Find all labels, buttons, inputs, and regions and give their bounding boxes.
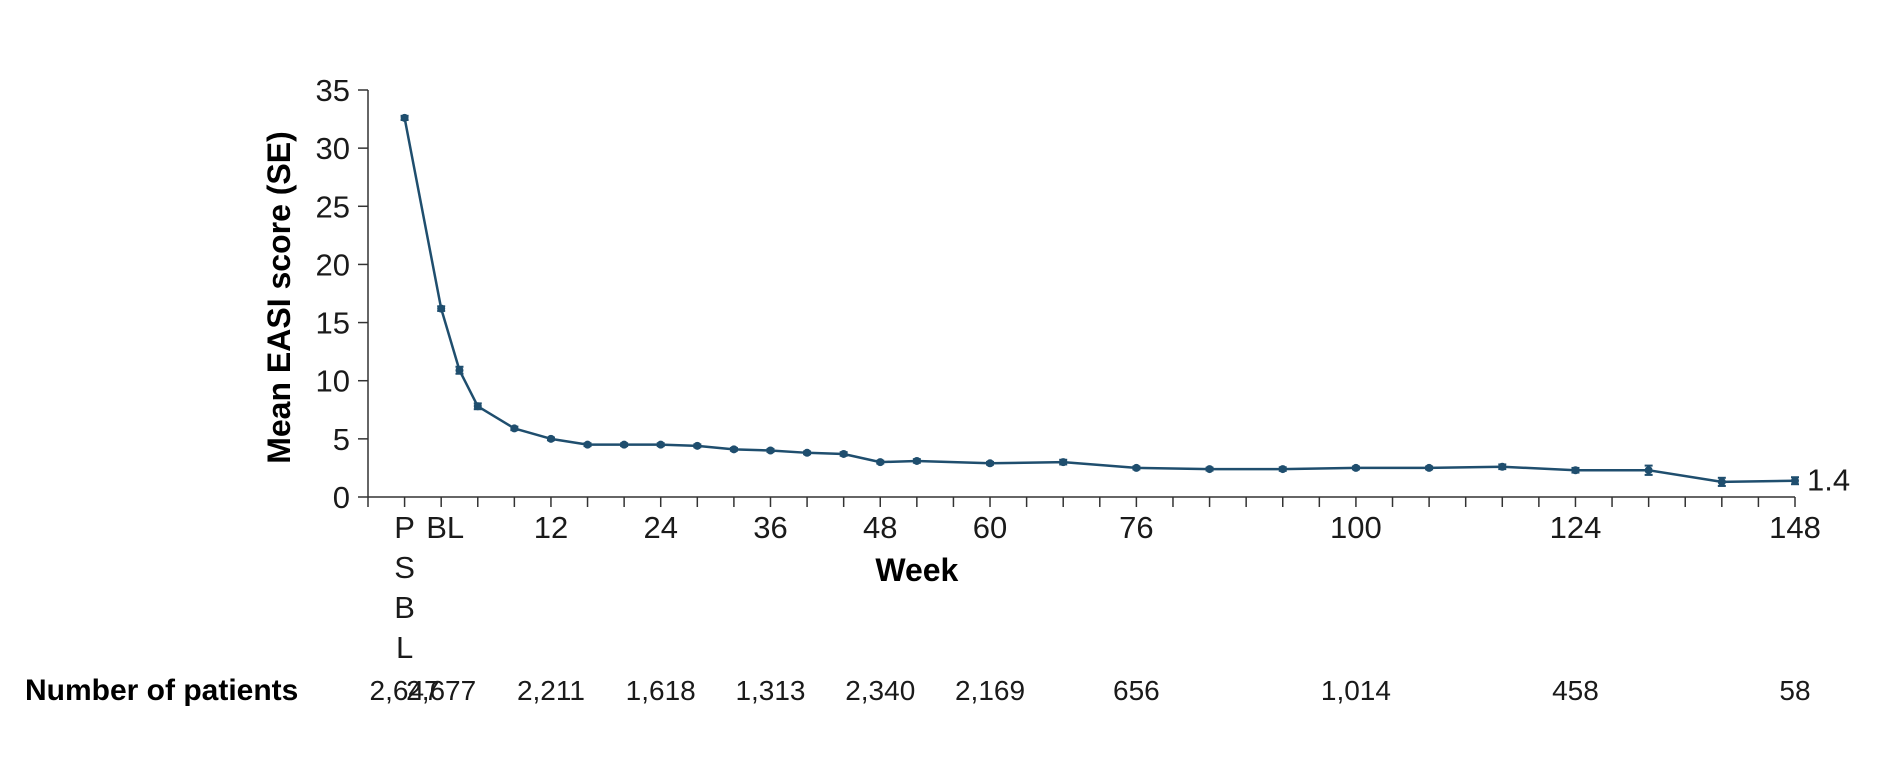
data-point <box>1791 476 1799 485</box>
data-point <box>400 113 409 122</box>
data-point <box>839 449 848 458</box>
x-tick-label: 124 <box>1550 510 1602 545</box>
y-axis-ticks: 0 5 10 15 20 25 30 35 <box>316 73 368 515</box>
data-point <box>656 440 665 449</box>
x-tick-label: BL <box>426 510 464 545</box>
data-point <box>1351 463 1360 472</box>
data-point <box>1205 465 1214 474</box>
end-value-label: 1.4 <box>1807 463 1850 498</box>
data-point <box>803 448 812 457</box>
data-point <box>510 424 519 433</box>
data-point <box>546 434 555 443</box>
data-point <box>1278 465 1287 474</box>
patients-value: 2,340 <box>845 675 915 706</box>
x-tick-label: 100 <box>1330 510 1382 545</box>
patients-value: 2,169 <box>955 675 1025 706</box>
data-point <box>455 366 464 375</box>
y-tick-label: 0 <box>333 480 350 515</box>
data-point <box>986 459 995 468</box>
data-point <box>1644 466 1653 475</box>
x-tick-label: 148 <box>1769 510 1821 545</box>
data-point <box>1498 462 1507 471</box>
data-point <box>583 440 592 449</box>
x-tick-label: 12 <box>534 510 568 545</box>
data-point <box>1571 466 1580 475</box>
y-tick-label: 35 <box>316 73 350 108</box>
x-axis-title: Week <box>875 552 958 588</box>
data-point <box>912 456 921 465</box>
patients-value: 656 <box>1113 675 1160 706</box>
patients-value: 58 <box>1779 675 1810 706</box>
patients-row-label: Number of patients <box>25 674 298 707</box>
patients-value: 2,647 <box>370 675 440 706</box>
y-tick-label: 30 <box>316 131 350 166</box>
patients-value: 1,618 <box>626 675 696 706</box>
data-point <box>437 304 446 313</box>
x-tick-label: 76 <box>1119 510 1153 545</box>
patients-value: 2,677 <box>406 675 476 706</box>
data-point <box>473 402 482 411</box>
data-point <box>693 441 702 450</box>
x-axis-ticks: P S B L BL 12 24 36 48 60 76 100 124 148 <box>367 497 1821 665</box>
series-group <box>400 113 1799 487</box>
data-point <box>1425 463 1434 472</box>
y-tick-label: 15 <box>316 306 350 341</box>
data-point <box>620 440 629 449</box>
series-line <box>403 117 1796 484</box>
data-point <box>729 445 738 454</box>
data-point <box>1132 463 1141 472</box>
x-tick-label: 60 <box>973 510 1007 545</box>
data-point <box>876 458 885 467</box>
data-point <box>766 446 775 455</box>
x-tick-label: 36 <box>753 510 787 545</box>
y-axis-title: Mean EASI score (SE) <box>261 131 297 464</box>
y-tick-label: 25 <box>316 189 350 224</box>
x-tick-label: 48 <box>863 510 897 545</box>
x-tick-label: 24 <box>643 510 677 545</box>
y-tick-label: 5 <box>333 422 350 457</box>
patients-value: 458 <box>1552 675 1599 706</box>
patients-value: 1,313 <box>735 675 805 706</box>
data-point <box>1059 458 1068 467</box>
patients-value: 2,211 <box>517 675 585 706</box>
y-tick-label: 10 <box>316 364 350 399</box>
data-point <box>1717 477 1726 486</box>
patients-value: 1,014 <box>1321 675 1391 706</box>
y-tick-label: 20 <box>316 247 350 282</box>
